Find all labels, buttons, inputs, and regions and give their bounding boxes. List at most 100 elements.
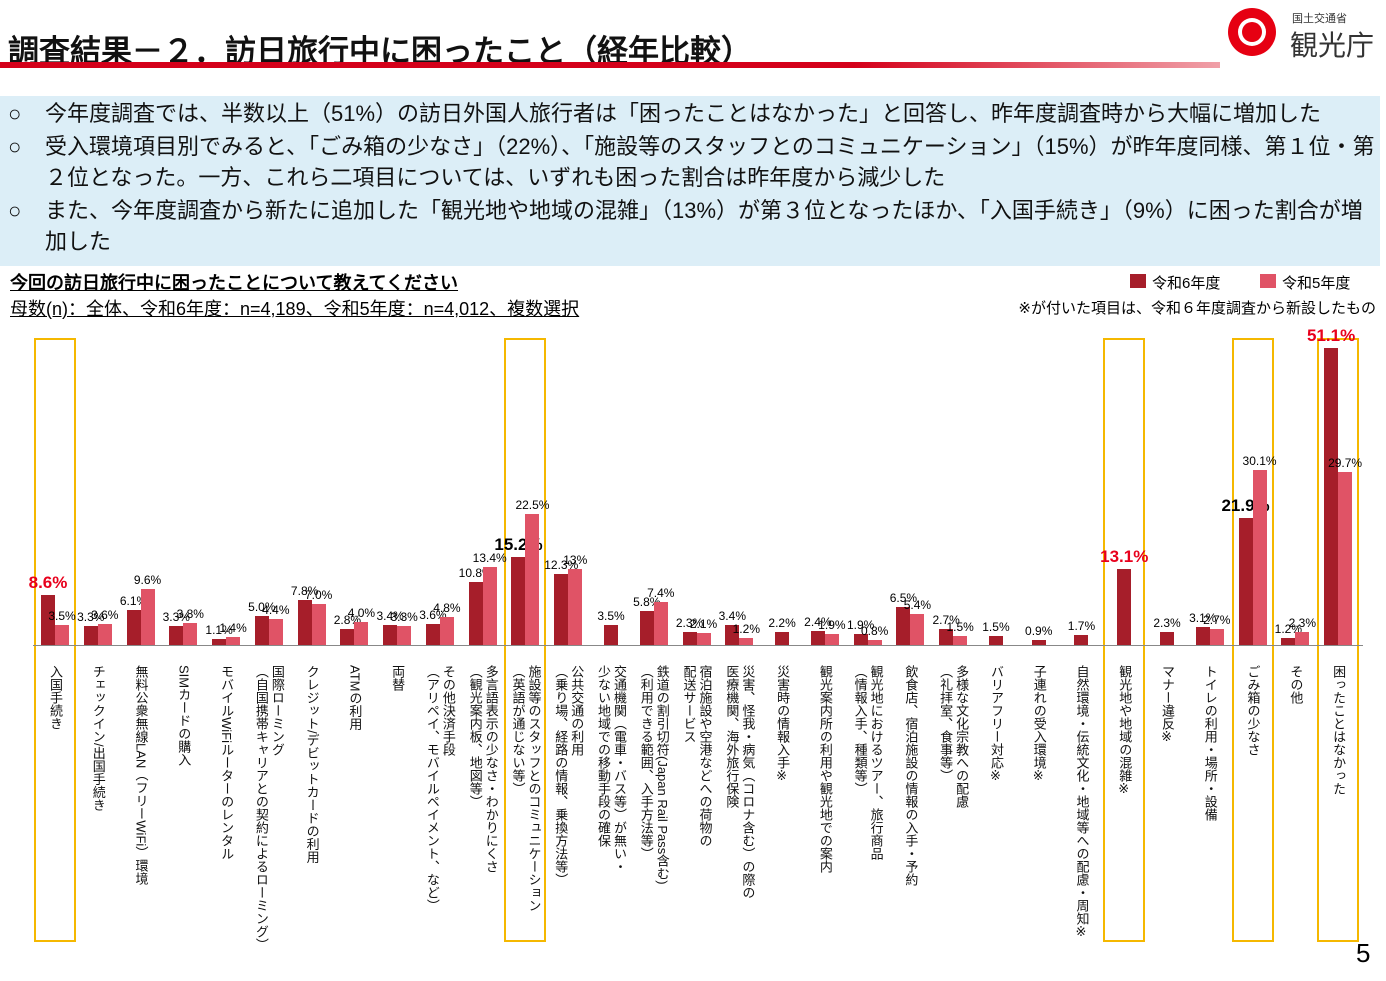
x-tick-label: モバイルWiFiルーターのレンタル [219,665,235,860]
bullet: 受入環境項目別でみると、「ごみ箱の少なさ」（22%）、「施設等のスタッフとのコミ… [0,131,1380,193]
logo-ministry: 国土交通省 [1292,13,1347,25]
bullet: また、今年度調査から新たに追加した「観光地や地域の混雑」（13%）が第３位となっ… [0,195,1380,257]
data-label: 4.0% [347,605,376,620]
x-tick-label: トイレの利用・場所・設備 [1202,665,1218,821]
bar [604,624,618,645]
logo [1242,22,1262,42]
x-tick-label: 入国手続き [48,665,63,730]
legend-label: 令和6年度 [1152,275,1221,292]
bar [725,625,740,645]
x-tick-label: 困ったことはなかった [1331,665,1347,795]
x-tick-label: 無料公衆無線LAN（フリーWiFi）環境 [133,665,149,886]
bar [739,638,754,645]
data-label: 9.6% [133,573,162,588]
data-label: 2.2% [768,616,796,631]
data-label: 1.2% [1274,622,1303,637]
bar [696,632,711,645]
question: 今回の訪日旅行中に困ったことについて教えてください [10,273,459,293]
data-label: 2.3% [1288,615,1317,630]
data-label: 1.9% [818,617,846,632]
bar [988,636,1003,645]
data-label: 6.5% [889,591,918,606]
bar [653,602,668,645]
bar [1074,635,1089,645]
x-tick-label: 両替 [390,665,406,691]
data-label: 51.1% [1306,326,1356,346]
note: ※が付いた項目は、令和６年度調査から新設したもの [1018,300,1376,317]
data-label: 13% [563,553,588,568]
data-label: 2.1% [689,616,718,631]
bar [775,632,790,645]
x-tick-label: チェックイン/出国手続き [90,665,106,812]
x-tick-label: SIMカードの購入 [176,665,192,767]
x-tick-label: 国際ローミング （自国携帯キャリアとの契約によるローミング） [253,665,285,951]
bar [97,624,112,645]
bar [354,621,369,645]
bar [183,622,198,645]
data-label: 2.8% [333,612,362,627]
bar [682,631,697,645]
page-number: 5 [1356,938,1371,968]
data-label: 3.3% [77,609,105,624]
bar [867,640,882,645]
bar [554,573,569,645]
data-label: 6.1% [119,593,148,608]
bar [425,624,440,645]
x-tick-label: 飲食店、宿泊施設の情報の入手・予約 [903,665,919,886]
bar [83,625,98,645]
bar [268,619,283,645]
highlight-box [1317,338,1360,942]
data-label: 12.3% [544,557,579,572]
data-label: 2.3% [675,615,704,630]
x-tick-label: 宿泊施設や空港などへの荷物の 配送サービス [681,665,713,847]
bar [126,609,141,645]
data-label: 3.6% [419,608,447,623]
bar [1117,568,1132,645]
data-label: 30.1% [1242,454,1277,469]
data-label: 3.5% [48,608,76,623]
x-tick-label: マナー違反※ [1160,665,1176,745]
bar [953,636,968,645]
data-label: 1.5% [946,620,974,635]
highlight-box [504,338,547,942]
bar [1281,638,1296,645]
bar [939,629,954,645]
legend-swatch [1130,274,1146,288]
x-tick-label: ごみ箱の少なさ [1245,665,1261,756]
x-tick-label: 施設等のスタッフとのコミュニケーション （英語が通じない等） [510,665,542,912]
bar [1252,470,1267,645]
data-label: 0.9% [1025,623,1053,638]
data-label: 7.8% [290,583,319,598]
data-label: 8.6% [28,573,68,593]
data-label: 1.4% [219,620,247,635]
x-tick-label: 観光地におけるツアー、旅行商品 （情報入手、種類等） [852,665,884,860]
bar [41,595,55,645]
data-label: 5.0% [248,599,276,614]
x-tick-label: 観光地や地域の混雑※ [1117,665,1133,797]
data-label: 2.3% [1153,615,1181,630]
data-label: 7.4% [647,586,675,600]
bar [55,624,69,645]
x-tick-label: 公共交通の利用 （乗り場、経路の情報、乗換方法等） [553,665,585,886]
summary-box: 今年度調査では、半数以上（51%）の訪日外国人旅行者は「困ったことはなかった」と… [0,96,1380,266]
bar [212,638,227,645]
x-tick-label: その他決済手段 （アリペイ、モバイルペイメント、など） [424,665,456,912]
data-label: 1.7% [1067,619,1096,634]
bar [297,599,312,645]
title-rule [0,62,1220,68]
data-label: 4.8% [433,601,461,616]
bar [439,617,454,645]
bar [482,567,497,645]
bullet: 今年度調査では、半数以上（51%）の訪日外国人旅行者は「困ったことはなかった」と… [0,98,1380,129]
bar [169,625,184,645]
data-label: 1.5% [982,620,1010,635]
data-label: 3.6% [91,608,119,623]
data-label: 2.7% [932,613,960,628]
data-label: 2.7% [1203,613,1231,628]
x-tick-label: 多様な文化宗教への配慮 （礼拝室、食事等） [938,665,970,808]
bar [468,582,483,645]
bar [853,633,868,645]
data-label: 1.1% [205,622,233,637]
